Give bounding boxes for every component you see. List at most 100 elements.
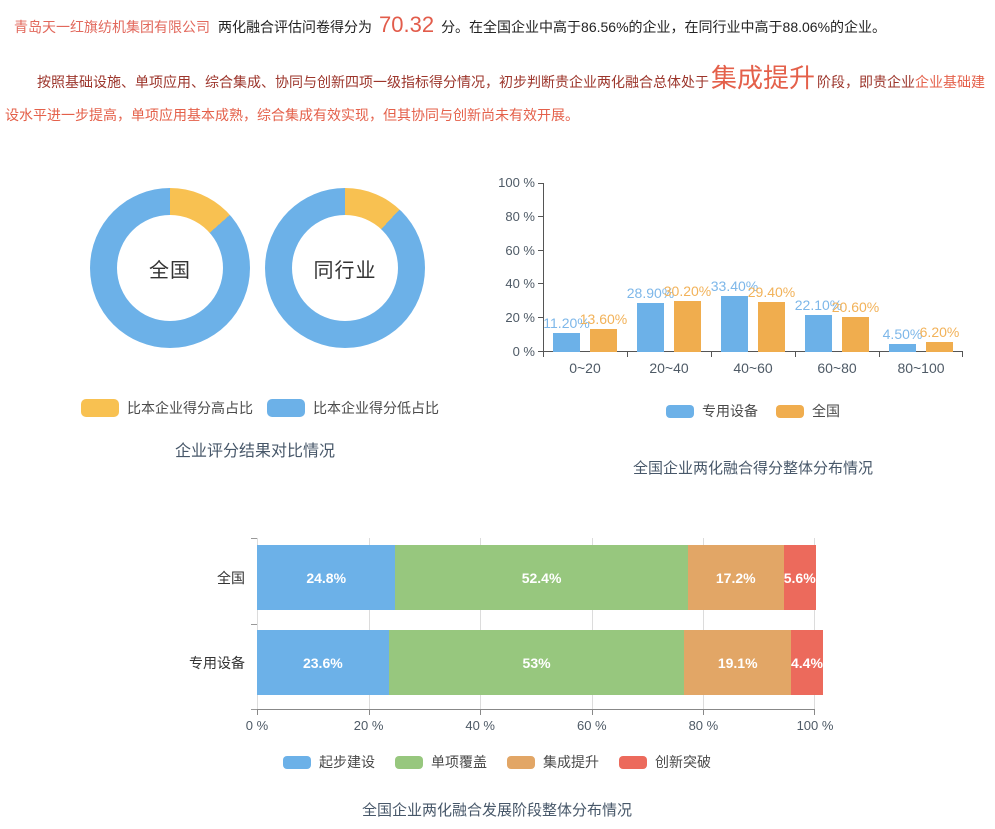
legend-swatch: [776, 404, 804, 418]
y-axis-tick: [538, 215, 543, 217]
x-axis-tick: [543, 352, 544, 357]
legend-label: 起步建设: [319, 754, 375, 770]
legend-swatch: [81, 399, 119, 417]
grid-line: [703, 538, 705, 710]
donut-legend: 比本企业得分高占比 比本企业得分低占比: [60, 398, 460, 418]
legend-item-单项覆盖[interactable]: 单项覆盖: [395, 752, 487, 772]
segment-value-label: 23.6%: [302, 654, 343, 671]
row-label: 专用设备: [189, 654, 245, 671]
bar-segment-集成提升: 17.2%: [687, 545, 784, 610]
bar-value-label: 29.40%: [747, 284, 796, 301]
y-axis-tick: [251, 624, 257, 625]
grid-line: [591, 538, 593, 710]
bar-专用设备-40~60: [721, 295, 748, 352]
score-value: 70.32: [379, 12, 435, 37]
y-axis-tick: [538, 317, 543, 319]
bar-segment-创新突破: 4.4%: [790, 630, 823, 695]
legend-swatch: [507, 755, 535, 769]
bar-value-label: 13.60%: [579, 311, 628, 328]
score-summary-line: 青岛天一红旗纺机集团有限公司 两化融合评估问卷得分为 70.32 分。在全国企业中高于…: [14, 12, 989, 38]
chart-title-bar: 全国企业两化融合得分整体分布情况: [632, 460, 873, 477]
bar-全国-80~100: [926, 341, 953, 352]
donut-hole: 全国: [117, 215, 223, 321]
y-axis-label: 20 %: [505, 310, 535, 326]
y-axis-label: 80 %: [505, 208, 535, 224]
bar-segment-起步建设: 23.6%: [257, 630, 389, 695]
segment-value-label: 52.4%: [521, 569, 562, 586]
bar-segment-创新突破: 5.6%: [783, 545, 816, 610]
stacked-bar-row-专用设备: 23.6% 53% 19.1% 4.4%: [257, 630, 823, 695]
x-axis-tick: [814, 710, 815, 715]
donut-hole: 同行业: [292, 215, 398, 321]
bar-chart-plot: 0 % 20 % 40 % 60 % 80 % 100 % 11.20% 13.60% 0~20…: [498, 175, 963, 376]
y-axis-tick: [251, 538, 257, 539]
x-axis-tick: [879, 352, 880, 357]
bar-全国-0~20: [590, 329, 617, 352]
x-axis-tick: [711, 352, 712, 357]
legend-item-起步建设[interactable]: 起步建设: [283, 752, 375, 772]
x-axis-tick: [962, 352, 963, 357]
x-axis-label: 80 %: [688, 718, 719, 733]
legend-label: 全国: [812, 403, 840, 419]
legend-item-全国[interactable]: 全国: [776, 401, 840, 421]
legend-item-专用设备[interactable]: 专用设备: [666, 401, 758, 421]
bar-专用设备-80~100: [889, 344, 916, 352]
legend-item-比本企业得分低占比[interactable]: 比本企业得分低占比: [267, 398, 439, 418]
legend-item-比本企业得分高占比[interactable]: 比本企业得分高占比: [81, 398, 253, 418]
x-axis-tick: [480, 710, 482, 715]
segment-value-label: 53%: [522, 654, 551, 671]
y-axis-tick: [251, 709, 257, 710]
x-axis-line: [257, 709, 815, 710]
bar-专用设备-20~40: [637, 303, 664, 352]
x-axis-label: 20~40: [649, 360, 689, 376]
bar-value-label: 30.20%: [663, 282, 712, 299]
bar-value-label: 4.50%: [882, 326, 923, 343]
y-axis-tick: [538, 283, 543, 285]
y-axis-line: [543, 183, 544, 352]
legend-item-集成提升[interactable]: 集成提升: [507, 752, 599, 772]
bar-segment-单项覆盖: 53%: [388, 630, 685, 695]
donut-chart-industry: 同行业: [265, 188, 425, 348]
legend-swatch: [619, 755, 647, 769]
donut-chart-national: 全国: [90, 188, 250, 348]
bar-value-label: 28.90%: [626, 285, 675, 302]
bar-全国-20~40: [674, 300, 701, 352]
bar-value-label: 20.60%: [831, 299, 880, 316]
bar-value-label: 6.20%: [919, 323, 960, 340]
legend-swatch: [283, 755, 311, 769]
bar-value-label: 11.20%: [543, 315, 590, 332]
bar-专用设备-60~80: [805, 314, 832, 352]
x-axis-tick: [627, 352, 628, 357]
y-axis-label: 100 %: [498, 175, 535, 190]
legend-label: 比本企业得分低占比: [313, 400, 439, 416]
segment-value-label: 5.6%: [783, 569, 816, 586]
x-axis-label: 40~60: [733, 360, 773, 376]
x-axis-label: 0~20: [569, 360, 601, 376]
x-axis-label: 100 %: [796, 718, 834, 733]
legend-swatch: [267, 399, 305, 417]
score-summary-suffix: 分。在全国企业中高于86.56%的企业，在同行业中高于88.06%的企业。: [441, 19, 887, 35]
x-axis-label: 0 %: [245, 718, 269, 733]
grid-line: [480, 538, 482, 710]
x-axis-label: 40 %: [465, 718, 495, 733]
legend-item-创新突破[interactable]: 创新突破: [619, 752, 711, 772]
segment-value-label: 4.4%: [790, 654, 823, 671]
y-axis-tick: [538, 351, 543, 352]
x-axis-tick: [368, 710, 370, 715]
analysis-part2: 阶段，即贵企业: [817, 74, 916, 90]
bar-segment-集成提升: 19.1%: [684, 630, 791, 695]
segment-value-label: 17.2%: [715, 569, 756, 586]
legend-label: 创新突破: [655, 754, 711, 770]
grid-line: [368, 538, 370, 710]
score-summary-prefix: 两化融合评估问卷得分为: [218, 19, 372, 35]
stacked-bar-row-全国: 24.8% 52.4% 17.2% 5.6%: [257, 545, 816, 610]
chart-title-donut: 企业评分结果对比情况: [174, 443, 335, 460]
legend-label: 集成提升: [543, 754, 599, 770]
bar-全国-40~60: [758, 302, 785, 352]
segment-value-label: 19.1%: [717, 654, 758, 671]
x-axis-label: 60~80: [817, 360, 857, 376]
stage-highlight: 集成提升: [711, 63, 816, 93]
segment-value-label: 24.8%: [306, 569, 347, 586]
y-axis-label: 60 %: [505, 242, 535, 258]
